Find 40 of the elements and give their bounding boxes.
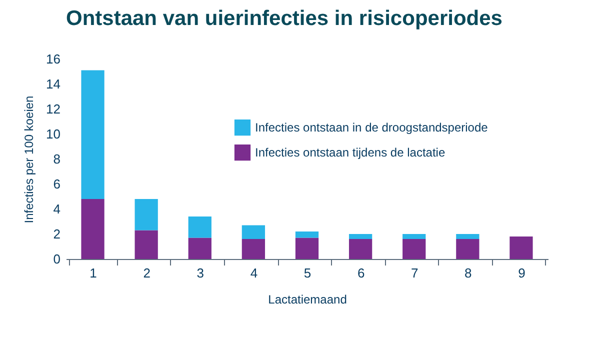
y-tick-label: 8 <box>53 152 60 166</box>
bar <box>81 199 104 259</box>
y-tick-label: 16 <box>46 52 60 66</box>
bar <box>402 234 426 239</box>
x-axis-title: Lactatiemaand <box>268 292 347 306</box>
bar <box>188 238 212 259</box>
y-axis-title: Infecties per 100 koeien <box>22 96 36 224</box>
y-tick-label: 12 <box>46 102 60 116</box>
x-tick-label: 7 <box>410 266 418 280</box>
x-tick-label: 1 <box>90 266 97 280</box>
x-tick-label: 9 <box>518 266 526 280</box>
chart-title: Ontstaan van uierinfecties in risicoperiodes <box>66 7 502 30</box>
bar <box>81 70 104 199</box>
legend-label: Infecties ontstaan in de droogstandsperiode <box>255 120 488 134</box>
bar <box>348 234 372 239</box>
y-tick-label: 10 <box>46 126 60 142</box>
y-tick-label: 2 <box>53 226 60 242</box>
bar <box>510 236 533 259</box>
bar <box>456 239 480 259</box>
bar <box>188 216 212 238</box>
bar <box>134 199 158 230</box>
x-tick-label: 4 <box>250 266 258 280</box>
bar <box>242 239 266 259</box>
bar <box>242 225 266 239</box>
y-tick-label: 6 <box>53 176 60 192</box>
legend-label: Infecties ontstaan tijdens de lactatie <box>255 146 446 160</box>
bar <box>134 230 158 259</box>
bar <box>348 239 372 259</box>
y-tick-label: 14 <box>46 76 60 92</box>
x-tick-label: 2 <box>143 266 150 280</box>
x-tick-label: 6 <box>357 266 365 280</box>
x-tick-label: 3 <box>196 266 204 280</box>
x-tick-label: 5 <box>304 266 312 280</box>
bar <box>456 234 480 239</box>
bar <box>295 232 319 238</box>
x-tick-label: 8 <box>464 266 472 280</box>
y-tick-label: 0 <box>53 252 60 266</box>
bar <box>402 239 426 259</box>
bar <box>295 238 319 259</box>
y-tick-label: 4 <box>53 202 60 216</box>
